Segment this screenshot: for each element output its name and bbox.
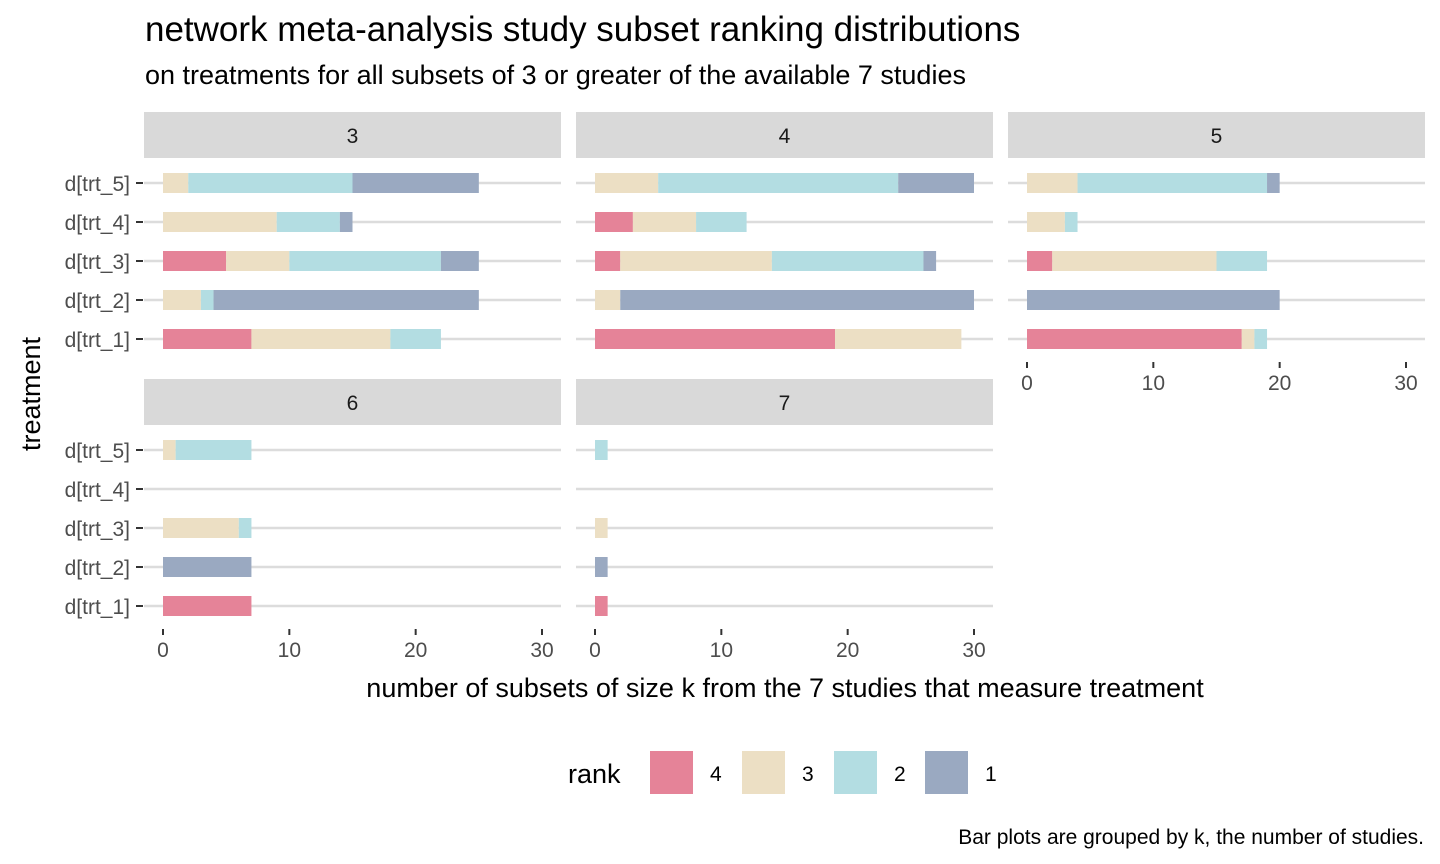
bar-segment (163, 290, 201, 310)
bar-segment (175, 440, 252, 460)
bar-segment (1241, 329, 1255, 349)
legend-swatch (834, 751, 877, 794)
bar-segment (595, 251, 621, 271)
y-tick-label: d[trt_4] (65, 479, 130, 502)
y-tick-label: d[trt_4] (65, 212, 130, 235)
bar-segment (1064, 212, 1078, 232)
chart-title: network meta-analysis study subset ranki… (145, 10, 1021, 49)
bar-segment (620, 251, 772, 271)
facet-strip (576, 112, 993, 158)
bar-segment (276, 212, 340, 232)
legend-label: 2 (894, 763, 906, 786)
bar-segment (658, 173, 899, 193)
bar-segment (226, 251, 290, 271)
bar-segment (163, 251, 227, 271)
x-tick-label: 0 (157, 639, 169, 662)
legend-swatch (742, 751, 785, 794)
bar-segment (339, 212, 353, 232)
x-tick-label: 20 (836, 639, 859, 662)
bar-segment (632, 212, 697, 232)
legend-swatch (925, 751, 968, 794)
bar-segment (440, 251, 479, 271)
facet-label: 6 (347, 392, 359, 415)
y-tick-label: d[trt_1] (65, 596, 130, 619)
bar-segment (163, 173, 189, 193)
y-tick-label: d[trt_3] (65, 251, 130, 274)
y-tick-label: d[trt_2] (65, 290, 130, 313)
bar-segment (595, 329, 836, 349)
facet-strip (144, 379, 561, 425)
bar-segment (1216, 251, 1268, 271)
y-tick-label: d[trt_1] (65, 329, 130, 352)
bar-segment (188, 173, 353, 193)
bar-segment (163, 440, 176, 460)
x-tick-label: 30 (530, 639, 553, 662)
y-tick-label: d[trt_3] (65, 518, 130, 541)
bar-segment (1052, 251, 1217, 271)
bar-segment (1027, 290, 1280, 310)
facet-label: 4 (779, 125, 791, 148)
bar-segment (595, 440, 608, 460)
y-tick-label: d[trt_2] (65, 557, 130, 580)
x-axis-title: number of subsets of size k from the 7 s… (366, 673, 1204, 703)
bar-segment (1027, 173, 1078, 193)
bar-segment (1027, 329, 1242, 349)
bar-segment (595, 596, 608, 616)
legend-label: 1 (985, 763, 997, 786)
bar-segment (595, 173, 659, 193)
y-axis-title: treatment (16, 336, 46, 451)
legend-label: 4 (710, 763, 722, 786)
x-tick-label: 20 (1268, 372, 1291, 395)
bar-segment (595, 290, 621, 310)
bar-segment (238, 518, 252, 538)
bar-segment (251, 329, 391, 349)
bar-segment (390, 329, 441, 349)
bar-segment (595, 518, 608, 538)
facet-strip (576, 379, 993, 425)
facet-label: 3 (347, 125, 359, 148)
bar-segment (1027, 212, 1065, 232)
bar-segment (213, 290, 479, 310)
bar-segment (163, 596, 252, 616)
bar-segment (696, 212, 747, 232)
bar-segment (163, 212, 277, 232)
facet-label: 7 (779, 392, 791, 415)
y-tick-label: d[trt_5] (65, 440, 130, 463)
bar-segment (595, 557, 608, 577)
x-tick-label: 20 (404, 639, 427, 662)
x-tick-label: 10 (1142, 372, 1165, 395)
bar-segment (289, 251, 441, 271)
x-tick-label: 30 (1394, 372, 1417, 395)
y-tick-label: d[trt_5] (65, 173, 130, 196)
bar-segment (1267, 173, 1280, 193)
legend-title: rank (568, 759, 621, 789)
chart-caption: Bar plots are grouped by k, the number o… (958, 826, 1424, 849)
x-tick-label: 0 (589, 639, 601, 662)
bar-segment (595, 212, 633, 232)
bar-segment (835, 329, 962, 349)
bar-segment (163, 557, 252, 577)
bar-segment (200, 290, 214, 310)
facet-strip (1008, 112, 1425, 158)
bar-segment (898, 173, 974, 193)
legend-swatch (650, 751, 693, 794)
x-tick-label: 30 (962, 639, 985, 662)
bar-segment (771, 251, 924, 271)
bar-segment (1077, 173, 1268, 193)
bar-segment (163, 329, 252, 349)
x-tick-label: 10 (710, 639, 733, 662)
x-tick-label: 0 (1021, 372, 1033, 395)
facet-strip (144, 112, 561, 158)
bar-segment (352, 173, 479, 193)
chart-subtitle: on treatments for all subsets of 3 or gr… (145, 60, 966, 90)
bar-segment (620, 290, 974, 310)
x-tick-label: 10 (278, 639, 301, 662)
bar-segment (1027, 251, 1053, 271)
facet-label: 5 (1211, 125, 1223, 148)
legend-label: 3 (802, 763, 814, 786)
bar-segment (923, 251, 937, 271)
bar-segment (1254, 329, 1268, 349)
bar-segment (163, 518, 239, 538)
